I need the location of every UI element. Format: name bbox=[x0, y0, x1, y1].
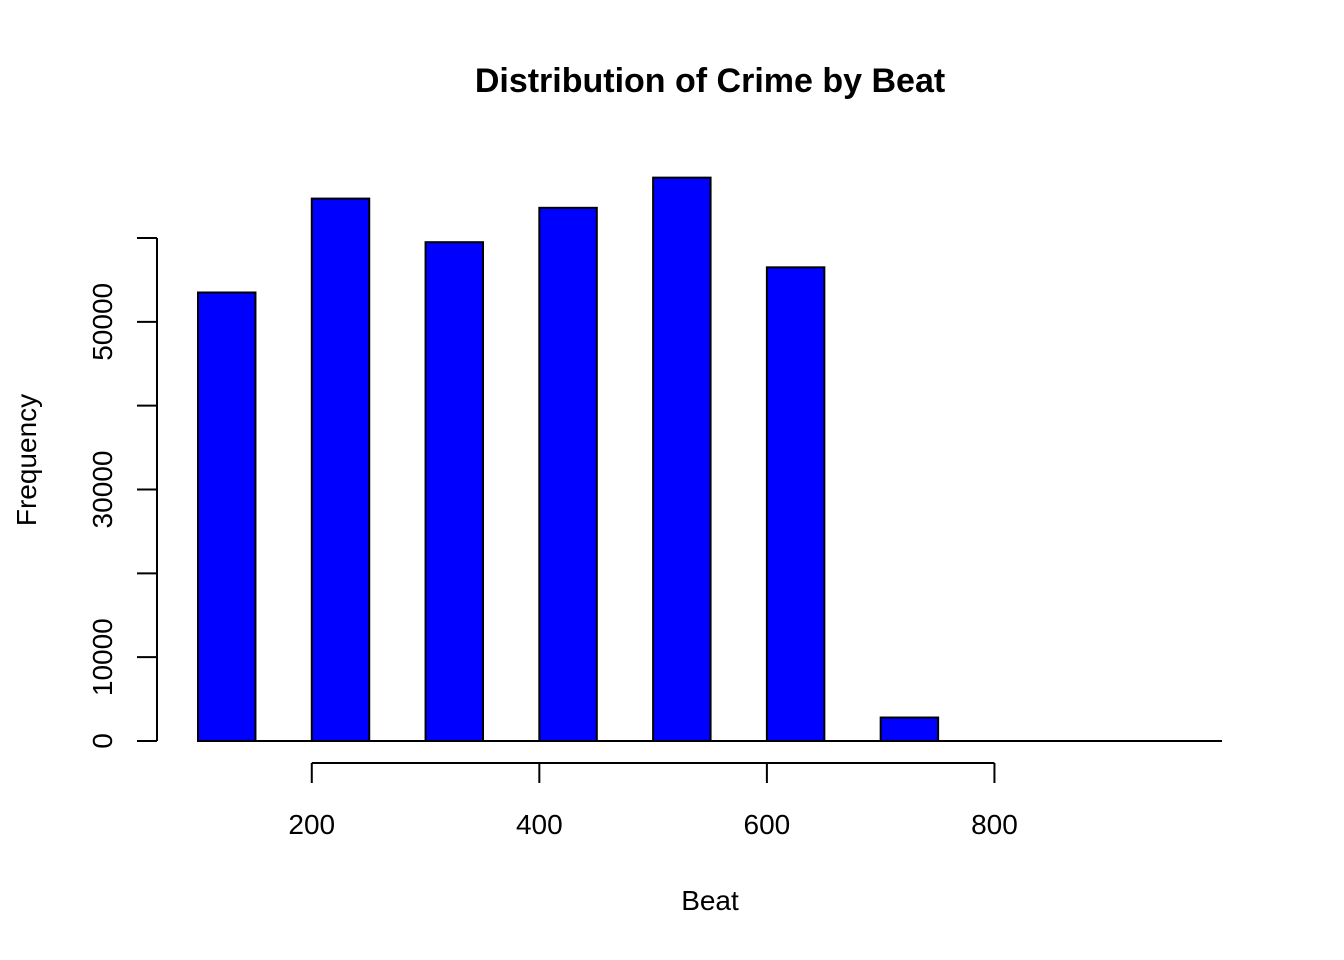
x-tick-label: 200 bbox=[288, 809, 335, 840]
bars-group bbox=[197, 176, 1222, 743]
y-tick-label: 10000 bbox=[87, 618, 118, 696]
x-tick-label: 400 bbox=[516, 809, 563, 840]
bar-0 bbox=[197, 291, 257, 742]
y-axis-label: Frequency bbox=[11, 394, 42, 526]
x-axis: 200 400 600 800 bbox=[288, 762, 1018, 840]
y-tick-label: 50000 bbox=[87, 283, 118, 361]
bar-1 bbox=[310, 197, 371, 742]
bar-5 bbox=[765, 266, 826, 742]
y-tick-label: 30000 bbox=[87, 451, 118, 529]
bar-3 bbox=[538, 206, 598, 742]
x-tick-label: 800 bbox=[971, 809, 1018, 840]
bar-2 bbox=[424, 241, 485, 742]
y-axis: 0 10000 30000 50000 bbox=[87, 237, 158, 749]
chart-title: Distribution of Crime by Beat bbox=[475, 62, 945, 100]
y-tick-label: 0 bbox=[87, 733, 118, 749]
bar-4 bbox=[652, 176, 712, 742]
x-tick-label: 600 bbox=[744, 809, 791, 840]
bar-6 bbox=[879, 716, 940, 743]
x-axis-label: Beat bbox=[681, 885, 739, 916]
